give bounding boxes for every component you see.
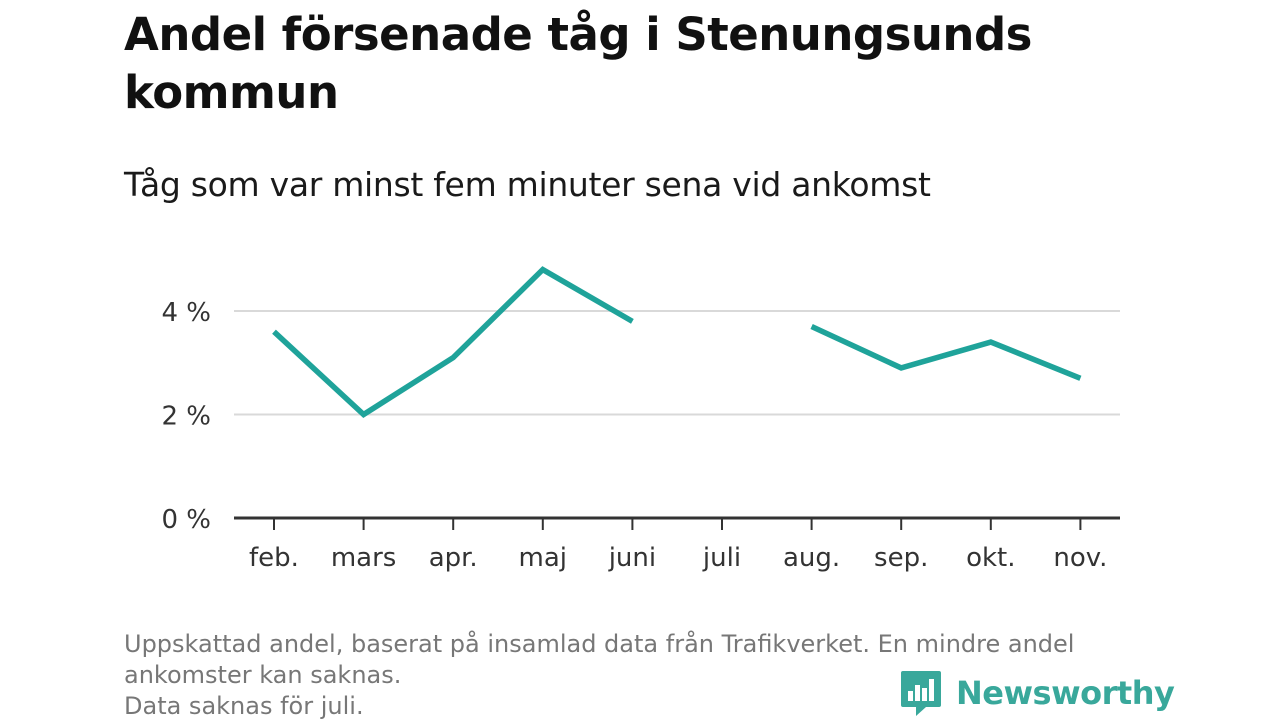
x-axis-tick-labels: feb. mars apr. maj juni juli aug. sep. okt. nov. xyxy=(249,543,1107,573)
chart-title: Andel försenade tåg i Stenungsunds kommu… xyxy=(124,8,1032,119)
series-lines xyxy=(272,266,1082,418)
y-tick-label: 0 % xyxy=(161,505,211,535)
x-tick-label: juni xyxy=(608,543,656,573)
series-line-segment xyxy=(810,324,1082,381)
footnote-line-2: ankomster kan saknas. xyxy=(124,661,402,689)
brand-logo: Newsworthy xyxy=(900,668,1175,718)
x-tick-label: mars xyxy=(331,543,397,573)
x-axis xyxy=(234,516,1120,530)
y-tick-label: 4 % xyxy=(161,298,211,328)
footnote-line-1: Uppskattad andel, baserat på insamlad da… xyxy=(124,630,1075,658)
x-tick-label: juli xyxy=(702,543,741,573)
x-tick-label: maj xyxy=(519,543,567,573)
x-tick-label: sep. xyxy=(874,543,928,573)
grid-lines xyxy=(234,310,1120,416)
chart-subtitle: Tåg som var minst fem minuter sena vid a… xyxy=(124,165,931,204)
x-tick-label: nov. xyxy=(1053,543,1107,573)
x-tick-label: apr. xyxy=(429,543,478,573)
newsworthy-chart-logo-icon xyxy=(901,671,941,716)
footnote-line-3: Data saknas för juli. xyxy=(124,692,364,720)
x-tick-label: aug. xyxy=(783,543,840,573)
footnote: Uppskattad andel, baserat på insamlad da… xyxy=(124,629,1164,722)
series-line-segment xyxy=(272,266,634,418)
x-tick-label: okt. xyxy=(966,543,1015,573)
x-tick-label: feb. xyxy=(249,543,299,573)
y-tick-label: 2 % xyxy=(161,402,211,432)
brand-name: Newsworthy xyxy=(956,674,1175,712)
line-chart: 0 % 2 % 4 % feb. mars apr. maj juni juli aug. sep… xyxy=(161,266,1120,573)
y-axis-tick-labels: 0 % 2 % 4 % xyxy=(161,298,211,535)
